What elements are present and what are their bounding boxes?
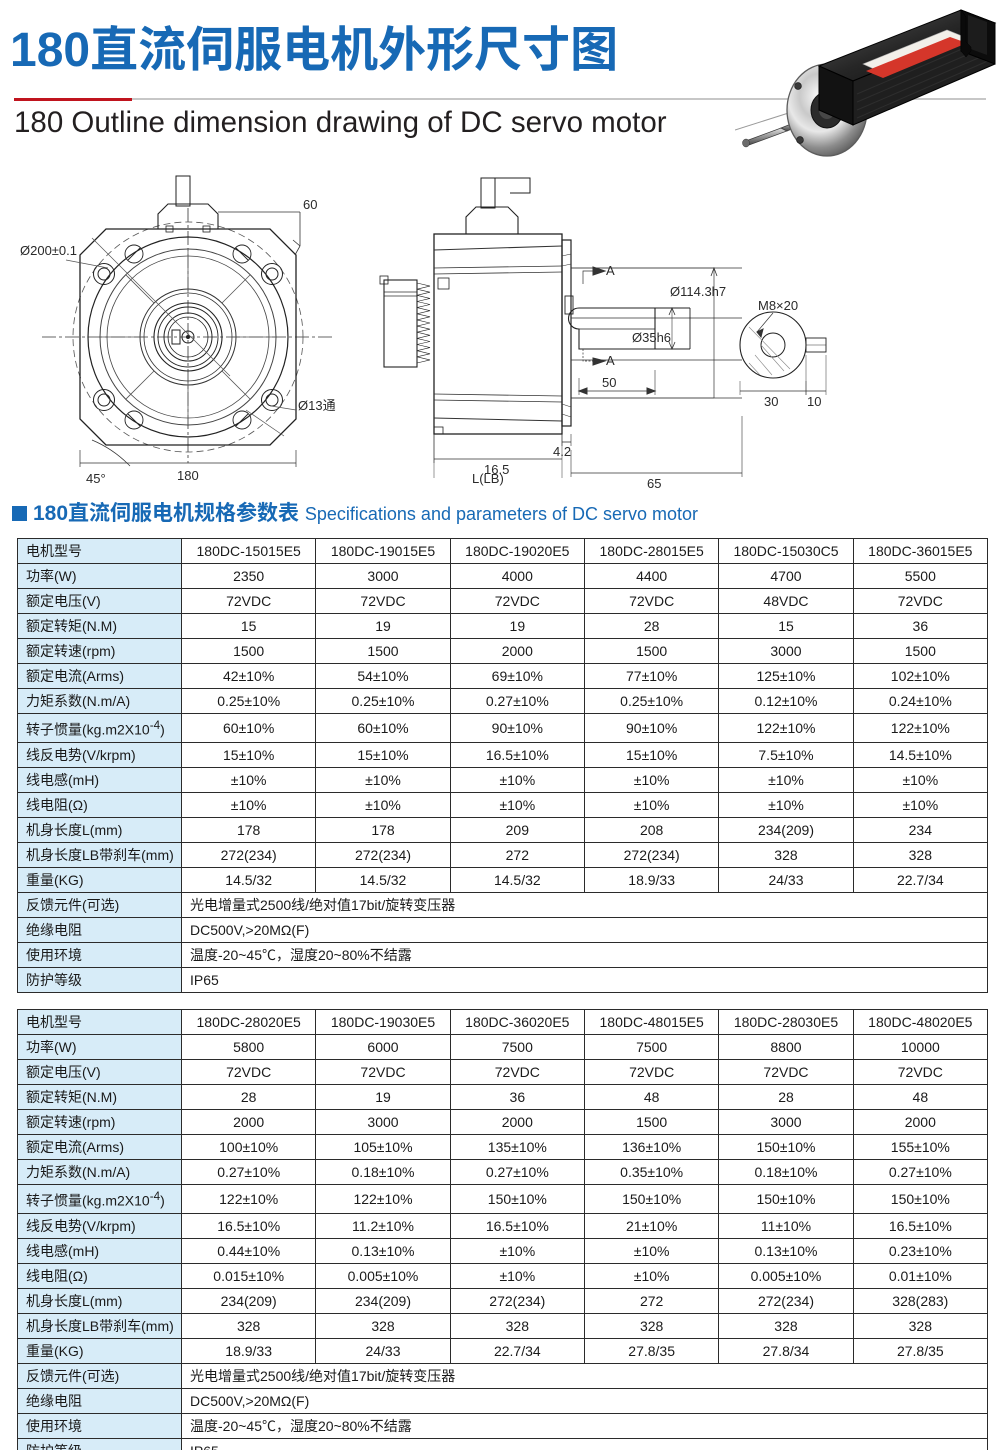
svg-text:50: 50 [602, 375, 616, 390]
svg-text:A: A [606, 353, 615, 368]
svg-text:180: 180 [177, 468, 199, 483]
svg-text:Ø114.3h7: Ø114.3h7 [670, 284, 726, 299]
svg-text:10: 10 [807, 394, 821, 409]
svg-text:65: 65 [647, 476, 661, 490]
svg-text:60: 60 [303, 197, 317, 212]
svg-text:30: 30 [764, 394, 778, 409]
svg-text:L(LB): L(LB) [472, 471, 504, 486]
svg-text:Ø13通: Ø13通 [298, 398, 336, 413]
svg-text:M8×20: M8×20 [758, 298, 798, 313]
svg-text:45°: 45° [86, 471, 106, 486]
svg-text:A: A [606, 263, 615, 278]
svg-text:Ø35h6: Ø35h6 [632, 330, 671, 345]
svg-text:Ø200±0.1: Ø200±0.1 [20, 243, 77, 258]
